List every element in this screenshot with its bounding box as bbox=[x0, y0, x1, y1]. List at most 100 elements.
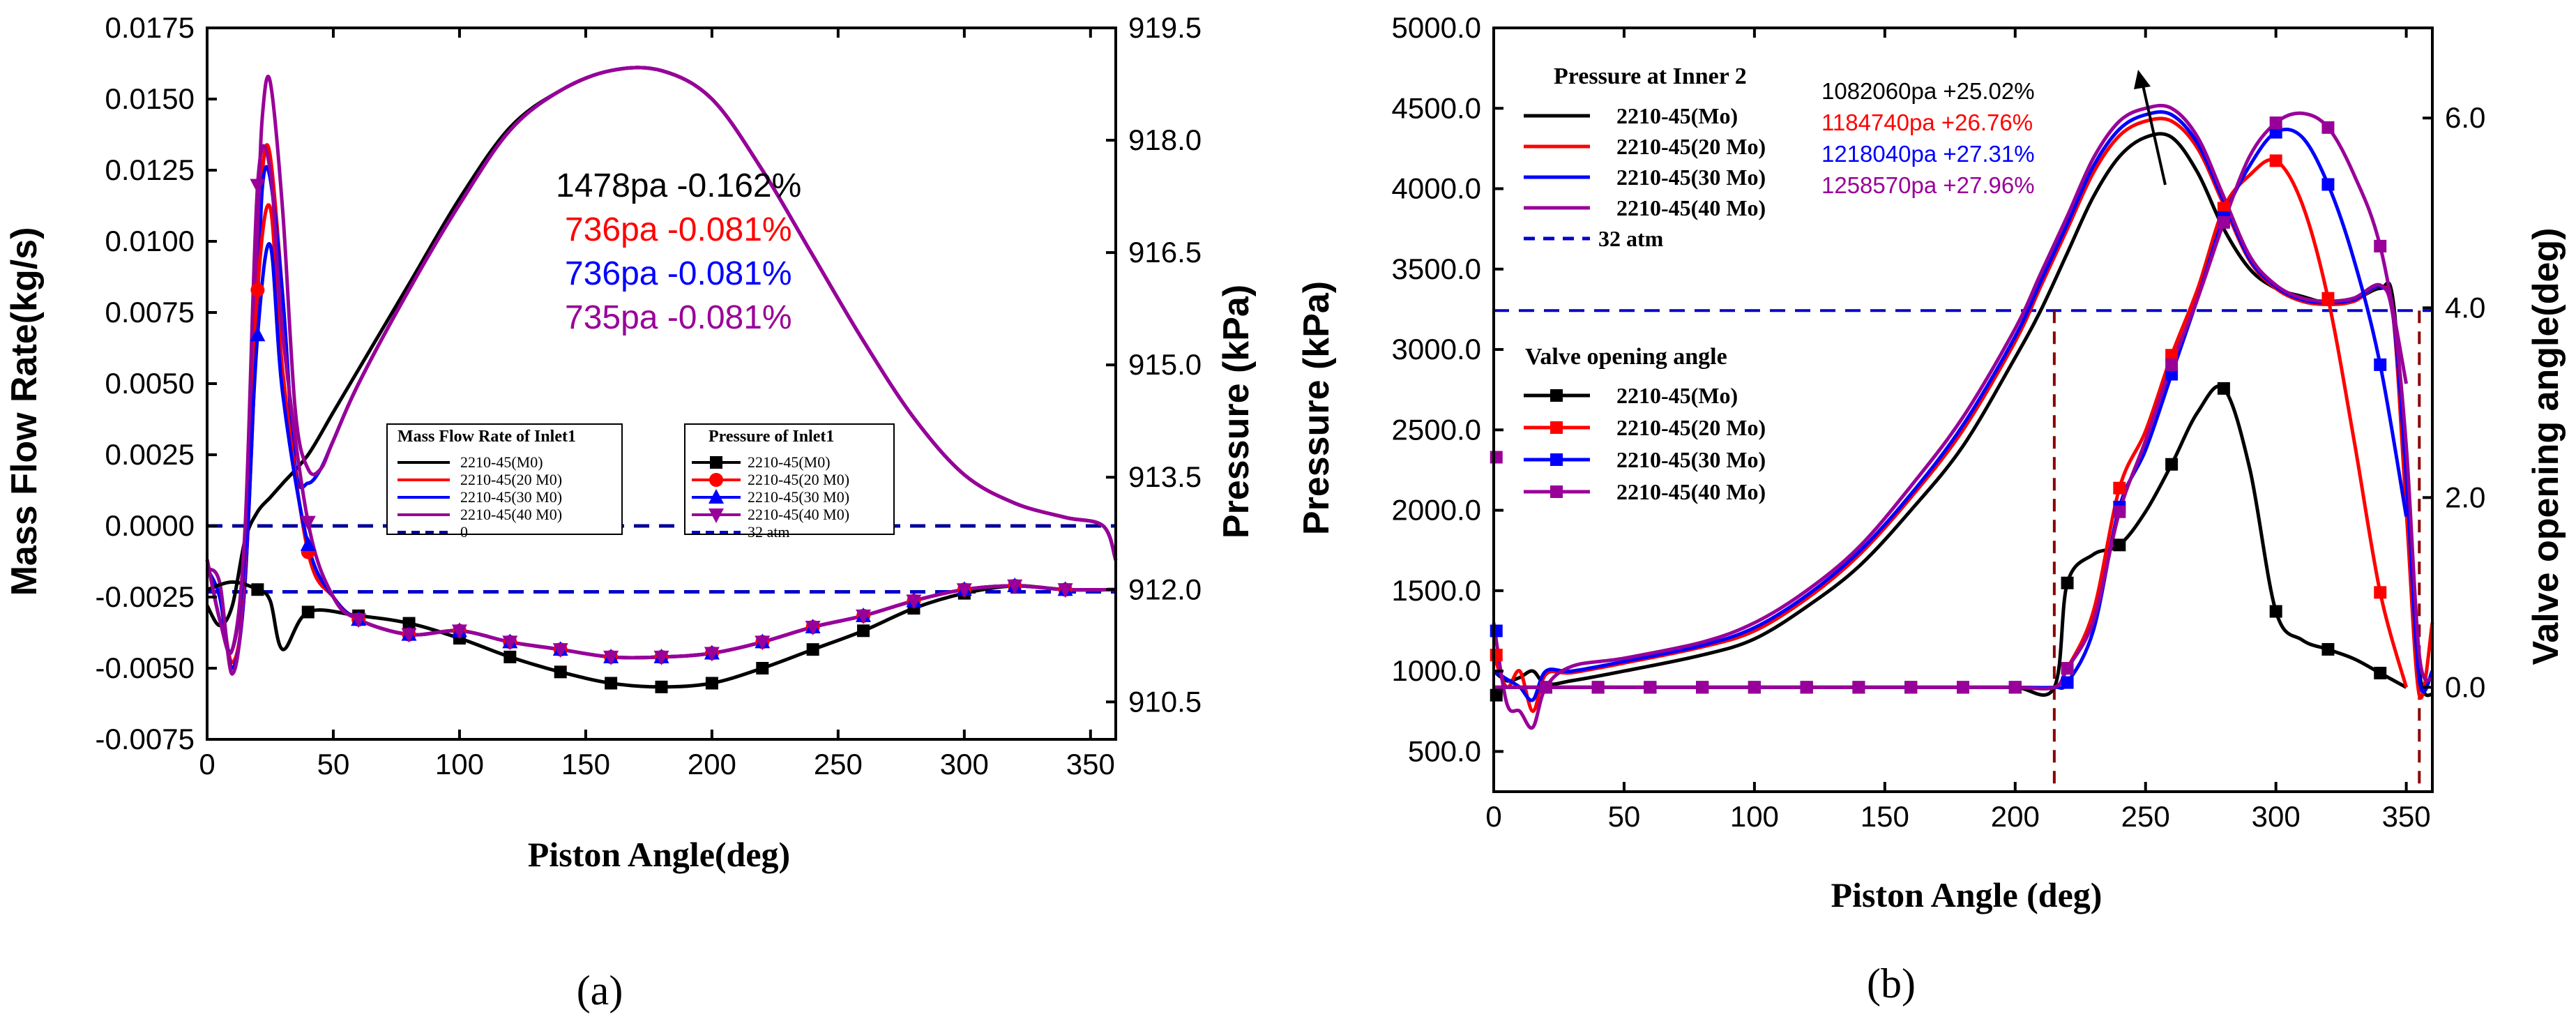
legend-b-pressure-label: 2210-45(Mo) bbox=[1616, 103, 1738, 128]
pressure-marker bbox=[856, 609, 872, 624]
valve-marker bbox=[2269, 126, 2282, 139]
y-tick-label: 3000.0 bbox=[1392, 333, 1481, 365]
panel-b-x-axis-title: Piston Angle (deg) bbox=[1831, 875, 2103, 914]
panel-a-legend-pressure: Pressure of Inlet1 2210-45(M0)2210-45(20… bbox=[684, 423, 895, 541]
valve-marker bbox=[1591, 681, 1605, 694]
x-tick-label: 0 bbox=[1485, 800, 1501, 833]
legend-b-valve-marker bbox=[1550, 453, 1563, 466]
x-tick-label: 150 bbox=[561, 748, 610, 781]
pressure-marker bbox=[805, 620, 821, 635]
x-tick-label: 50 bbox=[1608, 800, 1641, 833]
legend-pressure-marker bbox=[709, 473, 723, 487]
valve-marker bbox=[2269, 154, 2282, 167]
panel-a-annotation-20mo: 736pa -0.081% bbox=[565, 211, 792, 248]
valve-marker bbox=[2217, 216, 2230, 229]
pressure-marker bbox=[603, 650, 619, 665]
plot-frame bbox=[1492, 27, 2434, 793]
valve-marker bbox=[1957, 681, 1969, 694]
y-tick-label: 2500.0 bbox=[1392, 413, 1481, 446]
x-tick-label: 50 bbox=[317, 748, 350, 781]
y-right-tick-label: 0.0 bbox=[2445, 670, 2485, 703]
valve-marker bbox=[2217, 382, 2230, 395]
valve-marker bbox=[1904, 681, 1918, 694]
valve-marker bbox=[1748, 681, 1761, 694]
x-tick-label: 100 bbox=[1730, 800, 1779, 833]
pressure-marker bbox=[250, 282, 265, 297]
valve-marker bbox=[2165, 368, 2179, 381]
legend-b-valve-marker bbox=[1550, 421, 1563, 434]
panel-b-chart: 0 50 100 150 200 250 300 350 500.0 1000.0 1500.0 20… bbox=[1296, 11, 2566, 1006]
legend-pressure-label: 2210-45(30 M0) bbox=[748, 488, 849, 506]
legend-b-valve-label: 2210-45(20 Mo) bbox=[1616, 415, 1766, 440]
y-right-tick-label: 918.0 bbox=[1128, 123, 1202, 156]
pressure-line-3 bbox=[1492, 103, 2434, 730]
panel-b-annotation-40mo: 1258570pa +27.96% bbox=[1821, 172, 2035, 198]
y-tick-label: 5000.0 bbox=[1392, 11, 1481, 44]
pressure-marker bbox=[956, 583, 972, 598]
pressure-marker bbox=[451, 624, 467, 640]
y-tick-label: -0.0050 bbox=[96, 651, 195, 684]
valve-marker bbox=[2113, 505, 2126, 518]
valve-line-3 bbox=[1494, 111, 2409, 691]
pressure-marker bbox=[655, 680, 668, 693]
pressure-marker bbox=[250, 179, 266, 194]
start-marker bbox=[1490, 624, 1503, 638]
y-tick-label: 0.0125 bbox=[105, 153, 195, 186]
y-tick-label: 0.0150 bbox=[105, 82, 195, 115]
legend-pressure-title: Pressure of Inlet1 bbox=[709, 428, 834, 446]
valve-marker bbox=[2113, 481, 2126, 495]
valve-marker bbox=[2269, 116, 2282, 130]
pressure-marker bbox=[251, 583, 264, 596]
pressure-marker bbox=[755, 635, 771, 651]
valve-marker bbox=[2321, 292, 2335, 305]
x-tick-label: 0 bbox=[199, 748, 215, 781]
pressure-marker bbox=[756, 662, 769, 674]
panel-b-y-right-axis-title: Valve opening angle(deg) bbox=[2526, 228, 2566, 665]
y-tick-label: 1500.0 bbox=[1392, 574, 1481, 607]
legend-b-pressure-label: 2210-45(30 Mo) bbox=[1616, 165, 1766, 190]
panel-a-y-right-axis-title: Pressure (kPa) bbox=[1216, 285, 1257, 538]
flow-line-1 bbox=[205, 66, 1118, 665]
y-tick-label: 0.0025 bbox=[105, 438, 195, 471]
legend-b-valve-title: Valve opening angle bbox=[1525, 344, 1727, 370]
x-tick-label: 300 bbox=[940, 748, 989, 781]
panel-a-label: (a) bbox=[577, 967, 623, 1013]
valve-marker bbox=[2374, 666, 2387, 679]
valve-marker bbox=[2321, 121, 2335, 134]
flow-line-3 bbox=[206, 66, 1118, 676]
x-tick-label: 100 bbox=[435, 748, 484, 781]
panel-a-legend-flow: Mass Flow Rate of Inlet1 2210-45(M0)2210… bbox=[386, 423, 623, 541]
valve-marker bbox=[2113, 538, 2126, 552]
y-right-tick-label: 913.5 bbox=[1128, 460, 1202, 493]
flow-line-2 bbox=[205, 66, 1118, 670]
legend-b-valve-label: 2210-45(30 Mo) bbox=[1616, 447, 1766, 472]
panel-b-annotation-20mo: 1184740pa +26.76% bbox=[1821, 110, 2033, 135]
pressure-marker bbox=[1007, 579, 1023, 594]
valve-marker bbox=[2374, 239, 2387, 252]
legend-pressure-label: 32 atm bbox=[748, 523, 790, 541]
legend-b-valve-label: 2210-45(Mo) bbox=[1616, 383, 1738, 408]
panel-b-y-axis-title: Pressure (kPa) bbox=[1296, 281, 1337, 535]
y-tick-label: 0.0000 bbox=[105, 509, 195, 542]
legend-b-valve-label: 2210-45(40 Mo) bbox=[1616, 479, 1766, 504]
valve-marker bbox=[2321, 642, 2335, 656]
pressure-marker bbox=[503, 650, 517, 663]
valve-marker bbox=[2217, 202, 2230, 215]
panel-b-annotation-mo: 1082060pa +25.02% bbox=[1821, 78, 2035, 104]
pressure-marker bbox=[704, 647, 720, 662]
legend-flow-label: 2210-45(M0) bbox=[460, 453, 543, 471]
start-marker bbox=[1490, 649, 1503, 662]
pressure-marker bbox=[401, 628, 417, 643]
valve-marker bbox=[2165, 458, 2179, 471]
y-right-tick-label: 912.0 bbox=[1128, 573, 1202, 605]
legend-pressure-marker bbox=[709, 508, 724, 523]
legend-pressure-label: 2210-45(20 M0) bbox=[748, 471, 849, 488]
valve-marker bbox=[2165, 349, 2179, 362]
legend-pressure-label: 2210-45(M0) bbox=[748, 453, 831, 471]
x-tick-label: 200 bbox=[1991, 800, 2040, 833]
panel-a-annotation-30mo: 736pa -0.081% bbox=[565, 255, 792, 292]
legend-b-pressure-label: 2210-45(20 Mo) bbox=[1616, 134, 1766, 159]
x-tick-label: 150 bbox=[1861, 800, 1909, 833]
valve-marker bbox=[2061, 676, 2074, 689]
pressure-marker bbox=[857, 624, 870, 638]
